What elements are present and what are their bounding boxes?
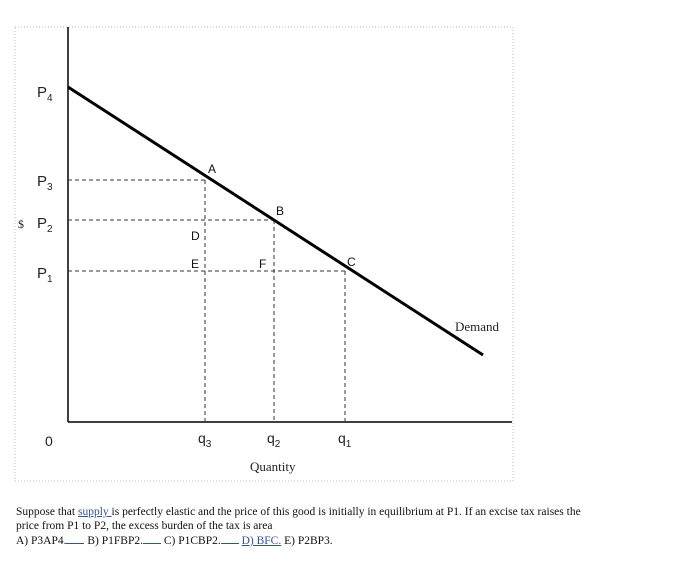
point-a-label: A [208, 162, 216, 176]
q1-label: q1 [338, 430, 352, 450]
answer-blank [142, 533, 161, 544]
answer-blank [220, 533, 239, 544]
answer-c[interactable]: C) P1CBP2. [163, 535, 221, 547]
answer-choices: A) P3AP4. B) P1FBP2. C) P1CBP2. D) BFC. … [16, 533, 676, 548]
point-c-label: C [347, 255, 356, 269]
demand-label: Demand [455, 319, 500, 334]
x-axis-label: Quantity [250, 459, 296, 474]
answer-d[interactable]: D) BFC. [241, 535, 282, 547]
origin-label: 0 [45, 433, 53, 449]
question-line-1: Suppose that supply is perfectly elastic… [16, 505, 676, 519]
question-line-2: price from P1 to P2, the excess burden o… [16, 520, 273, 532]
answer-b[interactable]: B) P1FBP2. [87, 535, 143, 547]
p2-label: P2 [37, 215, 53, 235]
area-d-label: D [191, 229, 200, 243]
demand-diagram: P4 P3 $ P2 P1 0 q3 q2 q1 Quantity Demand… [14, 26, 514, 482]
answer-blank [66, 533, 85, 544]
area-e-label: E [191, 257, 199, 271]
q3-label: q3 [198, 430, 212, 450]
q2-label: q2 [267, 430, 281, 450]
p3-label: P3 [37, 173, 53, 193]
question-part-2: is perfectly elastic and the price of th… [111, 506, 581, 518]
answer-a[interactable]: A) P3AP4. [16, 535, 67, 547]
supply-link[interactable]: supply [77, 506, 112, 518]
area-f-label: F [259, 257, 266, 271]
demand-curve [67, 85, 484, 357]
answer-e[interactable]: E) P2BP3. [284, 535, 333, 547]
figure-frame [14, 26, 514, 482]
point-b-label: B [276, 204, 284, 218]
question-text: Suppose that supply is perfectly elastic… [16, 505, 676, 548]
p4-label: P4 [37, 84, 53, 104]
currency-label: $ [18, 217, 24, 231]
p1-label: P1 [37, 265, 53, 285]
question-part-1: Suppose that [16, 506, 78, 518]
